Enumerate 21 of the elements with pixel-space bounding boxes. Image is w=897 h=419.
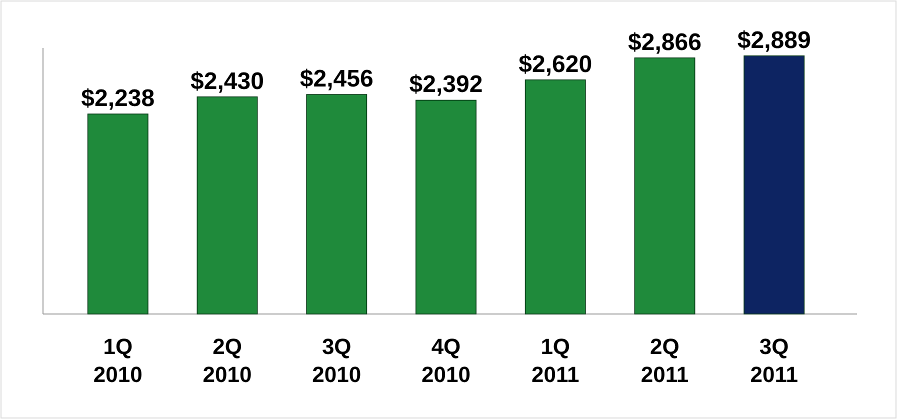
bar bbox=[196, 96, 258, 314]
data-label: $2,620 bbox=[518, 50, 592, 78]
bar bbox=[744, 55, 805, 314]
x-tick-label: 3Q 2010 bbox=[312, 334, 362, 387]
bar bbox=[416, 100, 476, 314]
bar bbox=[87, 114, 148, 314]
x-tick-label: 2Q 2010 bbox=[202, 334, 252, 387]
bar bbox=[524, 79, 586, 314]
x-tick-label: 4Q 2010 bbox=[422, 334, 470, 387]
x-tick-label: 1Q 2011 bbox=[532, 334, 580, 387]
x-tick-label: 3Q 2011 bbox=[750, 334, 798, 387]
data-label: $2,456 bbox=[300, 66, 374, 93]
bar bbox=[634, 57, 696, 314]
data-label: $2,889 bbox=[737, 26, 811, 54]
bar bbox=[306, 94, 368, 314]
data-label: $2,866 bbox=[628, 28, 702, 56]
data-label: $2,238 bbox=[81, 84, 155, 112]
data-label: $2,430 bbox=[190, 68, 264, 95]
x-tick-label: 2Q 2011 bbox=[640, 334, 689, 387]
data-label: $2,392 bbox=[409, 71, 483, 98]
x-tick-label: 1Q 2010 bbox=[93, 334, 142, 387]
